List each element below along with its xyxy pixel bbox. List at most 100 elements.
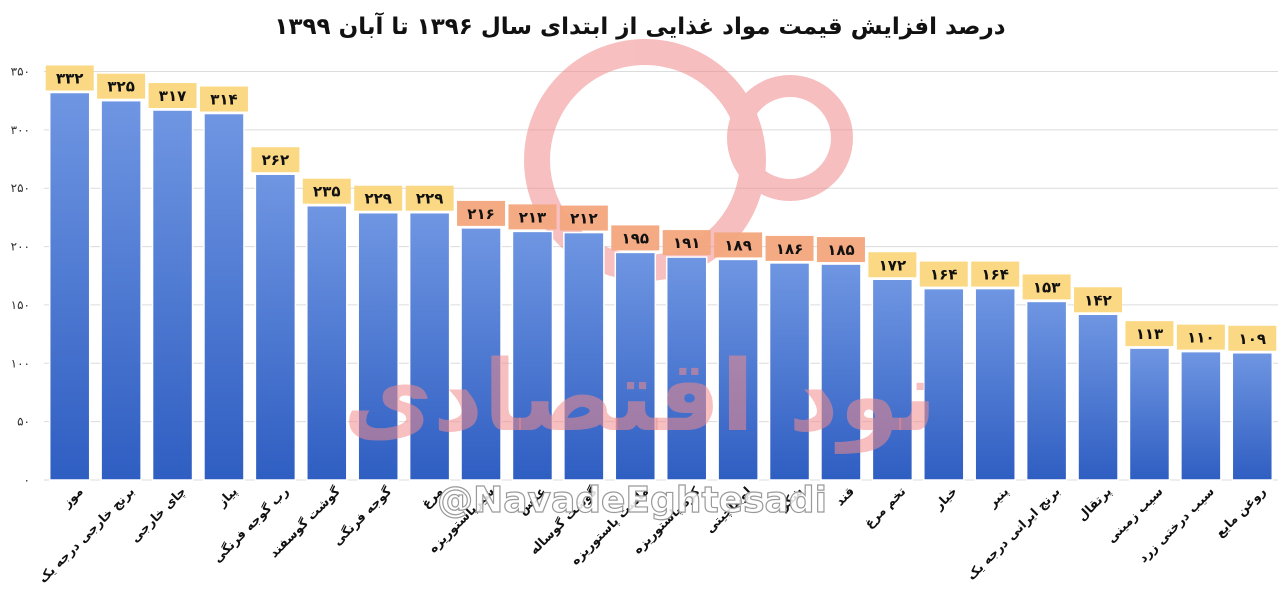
bar [614, 251, 657, 481]
y-tick-label: ۵۰ [17, 415, 30, 429]
data-label-bg [611, 225, 660, 251]
data-label: ۳۲۵ [107, 78, 134, 96]
data-label-bg [97, 73, 146, 99]
data-labels: ۳۳۲ ۳۲۵ ۳۱۷ ۳۱۴ ۲۶۲ ۲۳۵ ۲۲۹ ۲۲۹ ۲۱۶ ۲۱۳ ۲۱۲ ۱۹۵ ۱۹۱ ۱… [45, 65, 1277, 351]
data-label-bg [919, 261, 968, 287]
data-label-bg [868, 252, 917, 278]
data-label-bg [354, 185, 403, 211]
bar [48, 91, 91, 481]
y-tick-label: ۲۰۰ [11, 240, 30, 254]
data-label: ۲۲۹ [364, 190, 391, 208]
watermark-logo-text: نود اقتصادی [343, 340, 937, 454]
y-tick-label: ۱۰۰ [11, 356, 30, 370]
data-label-bg [971, 261, 1020, 287]
bar [974, 287, 1016, 481]
y-tick-label: ۰ [24, 473, 30, 487]
data-label-bg [1074, 287, 1123, 313]
data-label: ۱۹۵ [622, 229, 649, 247]
bar [768, 262, 811, 481]
data-label-bg [45, 65, 94, 91]
x-tick-label: برنج خارجی درجه یک [35, 484, 137, 586]
data-label: ۱۴۲ [1084, 291, 1111, 309]
bar [820, 263, 862, 481]
data-label-bg [559, 205, 608, 231]
y-tick-label: ۳۵۰ [11, 65, 30, 79]
data-label: ۳۱۷ [159, 87, 186, 105]
data-label-bg [816, 237, 865, 263]
bar [408, 211, 451, 481]
gridlines [44, 71, 1278, 481]
data-label: ۲۱۶ [467, 205, 494, 223]
data-label-bg [508, 204, 557, 230]
bar [511, 230, 554, 481]
data-label: ۱۶۴ [930, 266, 957, 284]
x-tick-label: پنیر [984, 484, 1011, 511]
data-label: ۲۱۳ [519, 208, 546, 226]
bar [1180, 350, 1222, 481]
data-label-bg [405, 185, 454, 211]
data-label: ۲۶۲ [262, 151, 289, 169]
data-label: ۱۷۲ [879, 256, 906, 274]
bar [923, 287, 965, 481]
bar [100, 99, 142, 481]
data-label: ۱۸۶ [776, 240, 803, 258]
data-label: ۳۳۲ [56, 70, 83, 88]
bar [460, 227, 502, 481]
data-label-bg [662, 230, 711, 256]
x-tick-label: پرتقال [1074, 484, 1114, 524]
bar [203, 112, 245, 481]
bar [563, 231, 605, 481]
y-tick-label: ۲۵۰ [11, 181, 30, 195]
x-tick-label: قند [832, 484, 857, 509]
data-label: ۱۸۹ [724, 236, 751, 254]
data-label: ۲۳۵ [313, 183, 340, 201]
chart-title: درصد افزایش قیمت مواد غذایی از ابتدای سا… [274, 14, 1006, 40]
data-label: ۳۱۴ [210, 91, 237, 109]
x-tick-label: چای خارجی [127, 484, 189, 546]
bars [48, 91, 1274, 481]
data-label: ۱۶۴ [981, 266, 1008, 284]
data-label: ۱۹۱ [673, 234, 700, 252]
data-label-bg [1022, 274, 1071, 300]
bar [665, 256, 708, 481]
bar [717, 258, 759, 481]
x-tick-label: پیاز [213, 484, 240, 511]
data-label-bg [199, 86, 248, 112]
bar [1128, 347, 1171, 481]
y-tick-label: ۳۰۰ [11, 123, 30, 137]
bar [254, 173, 297, 481]
data-label-bg [1176, 324, 1225, 350]
bar [1077, 313, 1119, 481]
watermark-ring-right [727, 75, 853, 201]
bar [1025, 300, 1068, 481]
data-label: ۲۱۲ [570, 210, 597, 228]
data-label: ۱۰۹ [1239, 330, 1266, 348]
x-tick-label: روغن مایع [1212, 484, 1268, 540]
data-label: ۱۱۰ [1187, 329, 1214, 347]
data-label-bg [714, 232, 763, 258]
watermark-handle: @NavadeEghtesadi [437, 480, 827, 521]
data-label-bg [251, 147, 300, 173]
data-label: ۲۲۹ [416, 190, 443, 208]
data-label-bg [457, 200, 506, 226]
data-label-bg [765, 235, 814, 261]
x-tick-label: موز [58, 484, 85, 511]
x-tick-label: خیار [930, 484, 960, 514]
bar [357, 211, 399, 481]
data-label: ۱۱۳ [1136, 325, 1163, 343]
data-label-bg [1228, 325, 1277, 351]
bar [871, 278, 914, 481]
bar [1231, 352, 1274, 481]
y-tick-label: ۱۵۰ [11, 298, 30, 312]
data-label-bg [1125, 321, 1174, 347]
x-tick-label: تخم مرغ [861, 484, 908, 531]
data-label-bg [148, 83, 197, 109]
data-label: ۱۸۵ [827, 241, 854, 259]
data-label: ۱۵۳ [1033, 278, 1060, 296]
bar [151, 109, 194, 481]
x-tick-label: برنج ایرانی درجه یک [964, 484, 1063, 583]
bar [306, 204, 348, 481]
data-label-bg [302, 178, 351, 204]
